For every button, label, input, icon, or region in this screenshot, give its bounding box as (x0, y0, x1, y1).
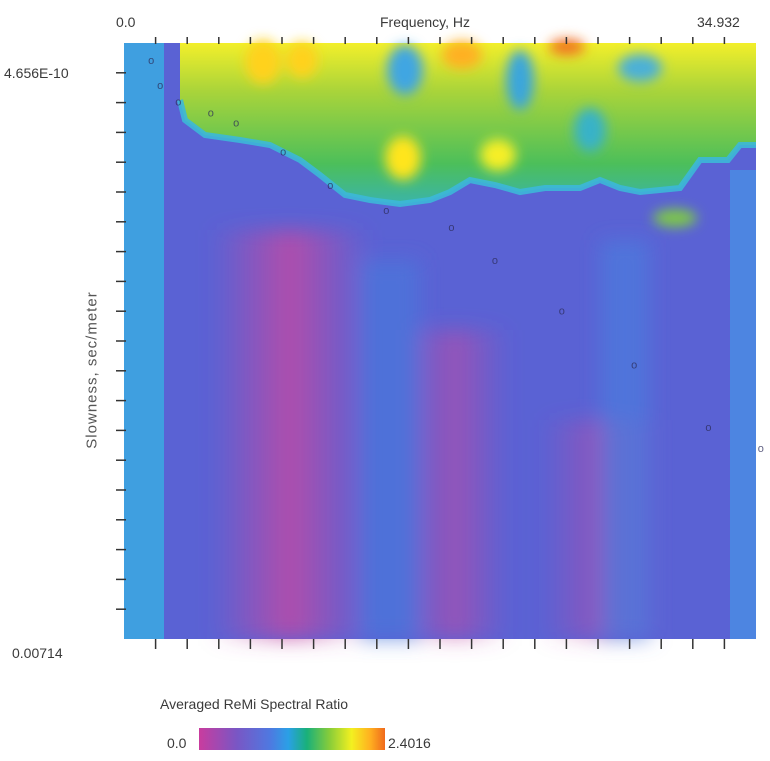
heatmap-right-strip (730, 170, 756, 639)
colorbar-max-label: 2.4016 (388, 735, 431, 751)
picked-point: o (175, 97, 181, 109)
heatmap-blue-column (360, 260, 420, 639)
heatmap-hotspot (385, 136, 421, 180)
y-tick-label-bottom: 0.00714 (12, 645, 63, 661)
picked-point: o (383, 205, 389, 217)
picked-point: o (148, 55, 154, 67)
picked-point: o (448, 222, 454, 234)
picked-point: o (492, 255, 498, 267)
x-tick-label-max: 34.932 (697, 14, 740, 30)
heatmap-cool-spot (506, 50, 534, 110)
colorbar (199, 728, 385, 750)
colorbar-title: Averaged ReMi Spectral Ratio (160, 696, 349, 712)
y-axis-title: Slowness, sec/meter (83, 291, 101, 449)
picked-point: o (631, 360, 637, 372)
heatmap-surface (124, 39, 756, 639)
heatmap-hotspot (549, 39, 585, 55)
heatmap-left-strip (124, 43, 164, 639)
colorbar-min-label: 0.0 (167, 735, 187, 751)
picked-point: o (157, 80, 163, 92)
heatmap-high-band (180, 43, 756, 204)
x-axis-ticks (154, 37, 726, 649)
picked-point: o (758, 443, 764, 455)
picked-point: o (327, 180, 333, 192)
heatmap-cool-spot (574, 108, 606, 152)
picked-point: o (233, 117, 239, 129)
heatmap-purple-column-1 (210, 230, 370, 639)
picked-point: o (559, 305, 565, 317)
heatmap-cyan-edge (177, 99, 756, 208)
picked-point: o (705, 422, 711, 434)
heatmap-hotspot (442, 41, 482, 69)
picked-point: o (280, 147, 286, 159)
y-tick-label-top: 4.656E-10 (4, 65, 69, 81)
heatmap-hotspot (653, 209, 697, 227)
heatmap-blue-column-2 (600, 240, 650, 639)
heatmap-cool-spot (387, 45, 423, 95)
picked-point: o (208, 107, 214, 119)
heatmap-hotspot (480, 139, 516, 171)
heatmap-hotspot (286, 42, 318, 78)
x-tick-label-min: 0.0 (116, 14, 136, 30)
x-axis-title: Frequency, Hz (380, 14, 470, 30)
heatmap-hotspot (245, 40, 281, 84)
y-axis-ticks (116, 72, 126, 610)
heatmap-cool-spot (618, 54, 662, 82)
